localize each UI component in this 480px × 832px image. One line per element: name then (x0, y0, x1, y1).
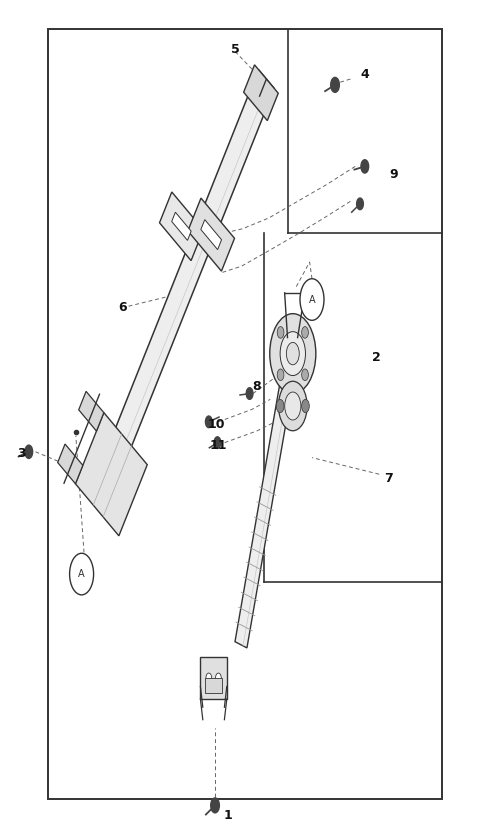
Polygon shape (79, 391, 104, 431)
Polygon shape (172, 212, 191, 240)
Circle shape (301, 399, 309, 413)
Text: 2: 2 (372, 351, 381, 364)
Circle shape (357, 198, 363, 210)
Polygon shape (201, 220, 222, 250)
Circle shape (216, 673, 221, 683)
Circle shape (214, 437, 221, 448)
Circle shape (287, 343, 299, 364)
Bar (48, 29, 442, 799)
Circle shape (206, 673, 212, 683)
Circle shape (246, 388, 253, 399)
Text: A: A (309, 295, 315, 305)
Circle shape (361, 160, 369, 173)
Text: 6: 6 (118, 301, 127, 314)
Text: 10: 10 (207, 418, 225, 431)
Circle shape (25, 445, 33, 458)
Circle shape (300, 279, 324, 320)
Circle shape (277, 327, 284, 339)
Circle shape (301, 327, 308, 339)
Text: A: A (78, 569, 85, 579)
Text: 7: 7 (384, 472, 393, 485)
Text: 9: 9 (389, 168, 398, 181)
Text: 4: 4 (360, 68, 369, 82)
Polygon shape (58, 444, 83, 483)
Circle shape (276, 399, 284, 413)
Circle shape (278, 381, 307, 431)
Circle shape (211, 798, 219, 813)
Circle shape (280, 332, 305, 375)
Text: 3: 3 (17, 447, 26, 460)
Circle shape (285, 392, 301, 420)
Circle shape (270, 314, 316, 394)
Polygon shape (75, 413, 147, 536)
Polygon shape (159, 192, 204, 260)
Circle shape (277, 369, 284, 380)
Circle shape (70, 553, 94, 595)
Polygon shape (244, 65, 278, 121)
Text: 5: 5 (231, 43, 240, 57)
Polygon shape (235, 321, 302, 648)
Text: 8: 8 (252, 380, 261, 394)
Circle shape (331, 77, 339, 92)
Circle shape (301, 369, 308, 380)
Circle shape (205, 416, 212, 428)
Polygon shape (103, 70, 274, 479)
Text: 1: 1 (224, 809, 232, 822)
Bar (205, 678, 222, 693)
Bar (200, 657, 227, 699)
Polygon shape (188, 198, 235, 271)
Text: 11: 11 (210, 438, 227, 452)
